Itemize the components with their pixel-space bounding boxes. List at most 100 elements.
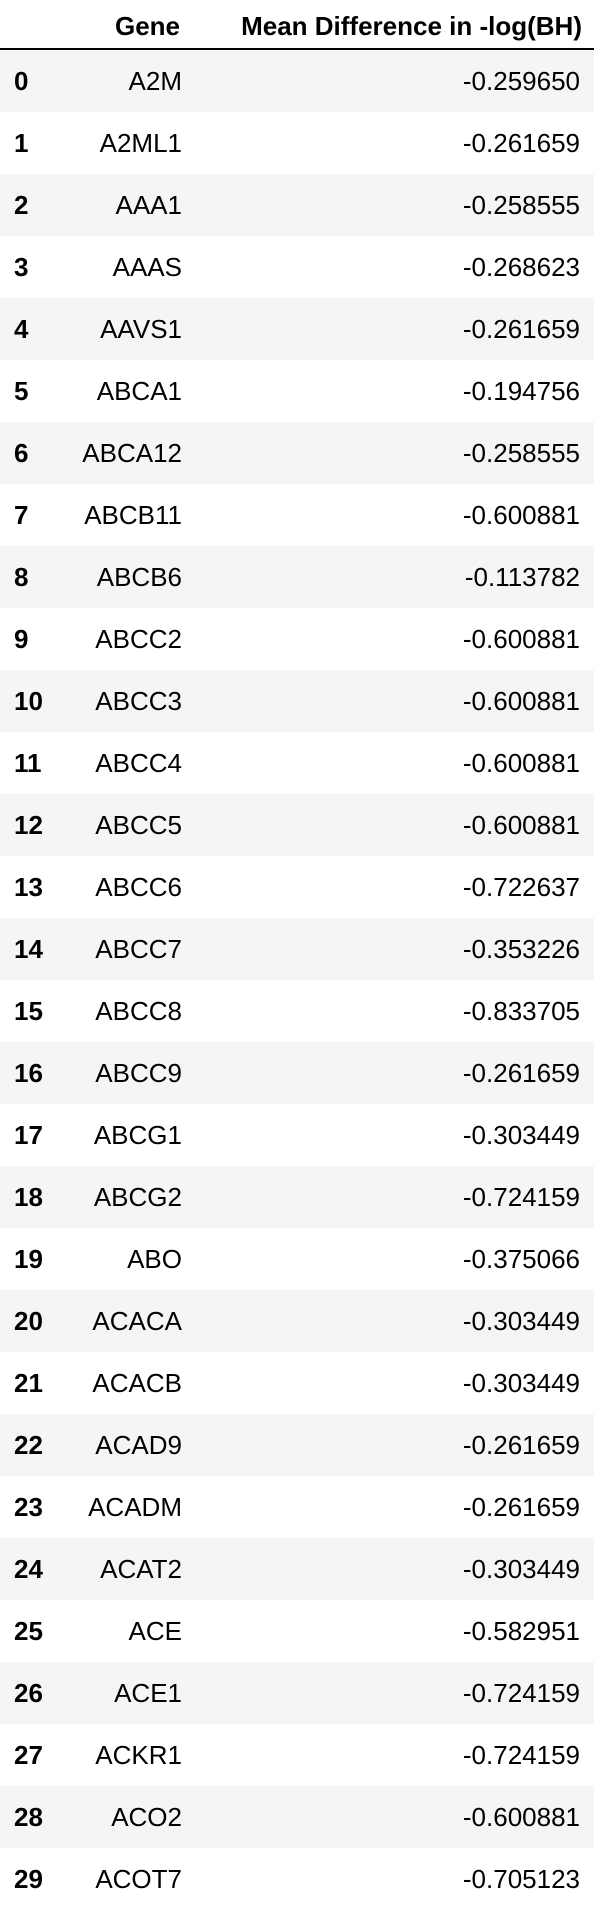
gene-cell: ACACA (64, 1290, 192, 1352)
table-row: 5 ABCA1 -0.194756 (0, 360, 594, 422)
row-index: 10 (0, 670, 64, 732)
mean-difference-cell: -0.268623 (192, 236, 594, 298)
mean-difference-cell: -0.258555 (192, 422, 594, 484)
mean-difference-cell: -0.600881 (192, 670, 594, 732)
gene-cell: ABO (64, 1228, 192, 1290)
row-index: 3 (0, 236, 64, 298)
mean-difference-cell: -0.600881 (192, 794, 594, 856)
table-row: 0 A2M -0.259650 (0, 49, 594, 112)
mean-difference-cell: -0.724159 (192, 1662, 594, 1724)
row-index: 8 (0, 546, 64, 608)
table-row: 20 ACACA -0.303449 (0, 1290, 594, 1352)
row-index: 20 (0, 1290, 64, 1352)
gene-cell: ACOT7 (64, 1848, 192, 1910)
gene-cell: ABCA1 (64, 360, 192, 422)
mean-difference-cell: -0.724159 (192, 1166, 594, 1228)
row-index: 19 (0, 1228, 64, 1290)
row-index: 18 (0, 1166, 64, 1228)
row-index: 12 (0, 794, 64, 856)
table-row: 6 ABCA12 -0.258555 (0, 422, 594, 484)
gene-cell: ABCC7 (64, 918, 192, 980)
gene-cell: ABCB11 (64, 484, 192, 546)
row-index: 22 (0, 1414, 64, 1476)
gene-cell: ACACB (64, 1352, 192, 1414)
table-row: 9 ABCC2 -0.600881 (0, 608, 594, 670)
row-index: 11 (0, 732, 64, 794)
gene-cell: ABCC9 (64, 1042, 192, 1104)
gene-cell: A2M (64, 49, 192, 112)
table-row: 8 ABCB6 -0.113782 (0, 546, 594, 608)
gene-cell: ACADM (64, 1476, 192, 1538)
gene-cell: ACE1 (64, 1662, 192, 1724)
gene-cell: ABCG1 (64, 1104, 192, 1166)
gene-cell: ABCC5 (64, 794, 192, 856)
row-index: 9 (0, 608, 64, 670)
gene-cell: ABCC3 (64, 670, 192, 732)
mean-difference-column-header: Mean Difference in -log(BH) (192, 0, 594, 49)
mean-difference-cell: -0.303449 (192, 1352, 594, 1414)
row-index: 27 (0, 1724, 64, 1786)
gene-cell: ABCC8 (64, 980, 192, 1042)
mean-difference-cell: -0.261659 (192, 1476, 594, 1538)
row-index: 7 (0, 484, 64, 546)
table-row: 4 AAVS1 -0.261659 (0, 298, 594, 360)
mean-difference-cell: -0.833705 (192, 980, 594, 1042)
table-row: 23 ACADM -0.261659 (0, 1476, 594, 1538)
mean-difference-cell: -0.600881 (192, 1786, 594, 1848)
mean-difference-cell: -0.353226 (192, 918, 594, 980)
table-header: Gene Mean Difference in -log(BH) (0, 0, 594, 49)
table-row: 27 ACKR1 -0.724159 (0, 1724, 594, 1786)
mean-difference-cell: -0.261659 (192, 112, 594, 174)
table-row: 21 ACACB -0.303449 (0, 1352, 594, 1414)
row-index: 13 (0, 856, 64, 918)
row-index: 17 (0, 1104, 64, 1166)
table-row: 17 ABCG1 -0.303449 (0, 1104, 594, 1166)
gene-cell: AAAS (64, 236, 192, 298)
mean-difference-cell: -0.261659 (192, 1042, 594, 1104)
row-index: 15 (0, 980, 64, 1042)
gene-cell: AAA1 (64, 174, 192, 236)
gene-cell: ACE (64, 1600, 192, 1662)
mean-difference-cell: -0.375066 (192, 1228, 594, 1290)
index-column-header (0, 0, 64, 49)
gene-cell: ACO2 (64, 1786, 192, 1848)
gene-cell: ACAT2 (64, 1538, 192, 1600)
table-row: 19 ABO -0.375066 (0, 1228, 594, 1290)
gene-cell: ABCC6 (64, 856, 192, 918)
table-row: 11 ABCC4 -0.600881 (0, 732, 594, 794)
table-row: 12 ABCC5 -0.600881 (0, 794, 594, 856)
table-row: 1 A2ML1 -0.261659 (0, 112, 594, 174)
mean-difference-cell: -0.258555 (192, 174, 594, 236)
table-row: 18 ABCG2 -0.724159 (0, 1166, 594, 1228)
table-row: 26 ACE1 -0.724159 (0, 1662, 594, 1724)
mean-difference-cell: -0.600881 (192, 484, 594, 546)
table-row: 29 ACOT7 -0.705123 (0, 1848, 594, 1910)
mean-difference-cell: -0.113782 (192, 546, 594, 608)
header-row: Gene Mean Difference in -log(BH) (0, 0, 594, 49)
table-row: 14 ABCC7 -0.353226 (0, 918, 594, 980)
row-index: 16 (0, 1042, 64, 1104)
table-row: 15 ABCC8 -0.833705 (0, 980, 594, 1042)
row-index: 1 (0, 112, 64, 174)
mean-difference-cell: -0.582951 (192, 1600, 594, 1662)
table-row: 10 ABCC3 -0.600881 (0, 670, 594, 732)
gene-cell: A2ML1 (64, 112, 192, 174)
table-body: 0 A2M -0.259650 1 A2ML1 -0.261659 2 AAA1 -0.2585… (0, 49, 594, 1910)
row-index: 21 (0, 1352, 64, 1414)
gene-column-header: Gene (64, 0, 192, 49)
gene-cell: ABCG2 (64, 1166, 192, 1228)
table-row: 28 ACO2 -0.600881 (0, 1786, 594, 1848)
row-index: 26 (0, 1662, 64, 1724)
row-index: 0 (0, 49, 64, 112)
row-index: 23 (0, 1476, 64, 1538)
gene-cell: AAVS1 (64, 298, 192, 360)
table-row: 16 ABCC9 -0.261659 (0, 1042, 594, 1104)
mean-difference-cell: -0.705123 (192, 1848, 594, 1910)
row-index: 25 (0, 1600, 64, 1662)
table-row: 2 AAA1 -0.258555 (0, 174, 594, 236)
table-row: 7 ABCB11 -0.600881 (0, 484, 594, 546)
gene-cell: ABCA12 (64, 422, 192, 484)
row-index: 28 (0, 1786, 64, 1848)
gene-cell: ABCB6 (64, 546, 192, 608)
